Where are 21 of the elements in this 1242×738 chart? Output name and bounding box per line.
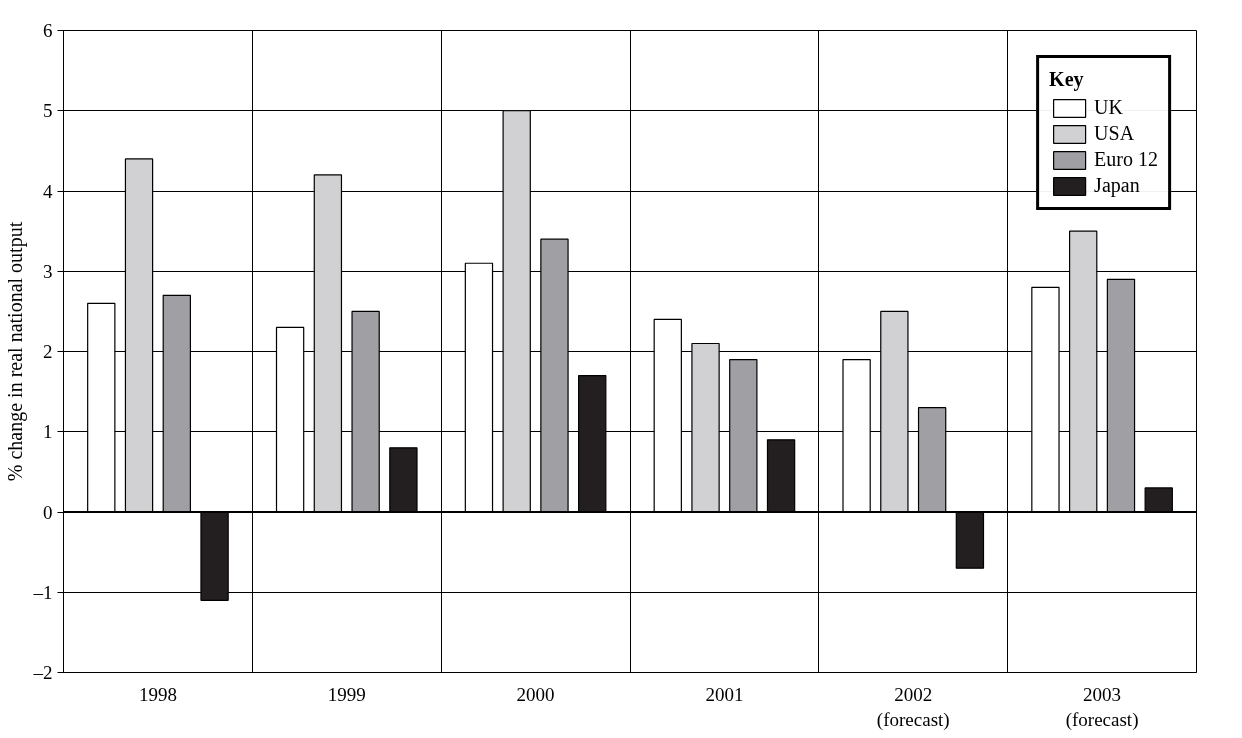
x-tick-label: 2003 (forecast) bbox=[1065, 683, 1139, 731]
legend-title: Key bbox=[1049, 68, 1085, 91]
y-tick-label: 3 bbox=[43, 260, 53, 282]
y-tick-label: 6 bbox=[43, 20, 53, 41]
legend-label: Euro 12 bbox=[1094, 148, 1158, 171]
x-tick-label: 2000 bbox=[516, 683, 555, 705]
y-tick-label: 5 bbox=[43, 100, 53, 122]
x-tick-label: 1998 bbox=[138, 683, 177, 705]
legend-label: UK bbox=[1094, 96, 1123, 119]
y-tick-label: 2 bbox=[43, 341, 53, 362]
y-tick-label: 4 bbox=[43, 180, 53, 202]
y-tick-label: 1 bbox=[43, 421, 53, 443]
x-tick-label: 2002 (forecast) bbox=[876, 683, 950, 731]
legend-label: USA bbox=[1094, 122, 1135, 145]
y-tick-label: –1 bbox=[32, 581, 53, 603]
y-axis-title: % change in real national output bbox=[3, 221, 27, 482]
y-tick-label: 0 bbox=[43, 501, 53, 523]
x-tick-label: 2001 bbox=[705, 683, 744, 705]
legend-label: Japan bbox=[1094, 174, 1140, 197]
x-tick-label: 1999 bbox=[327, 683, 366, 705]
y-tick-label: –2 bbox=[32, 662, 53, 683]
